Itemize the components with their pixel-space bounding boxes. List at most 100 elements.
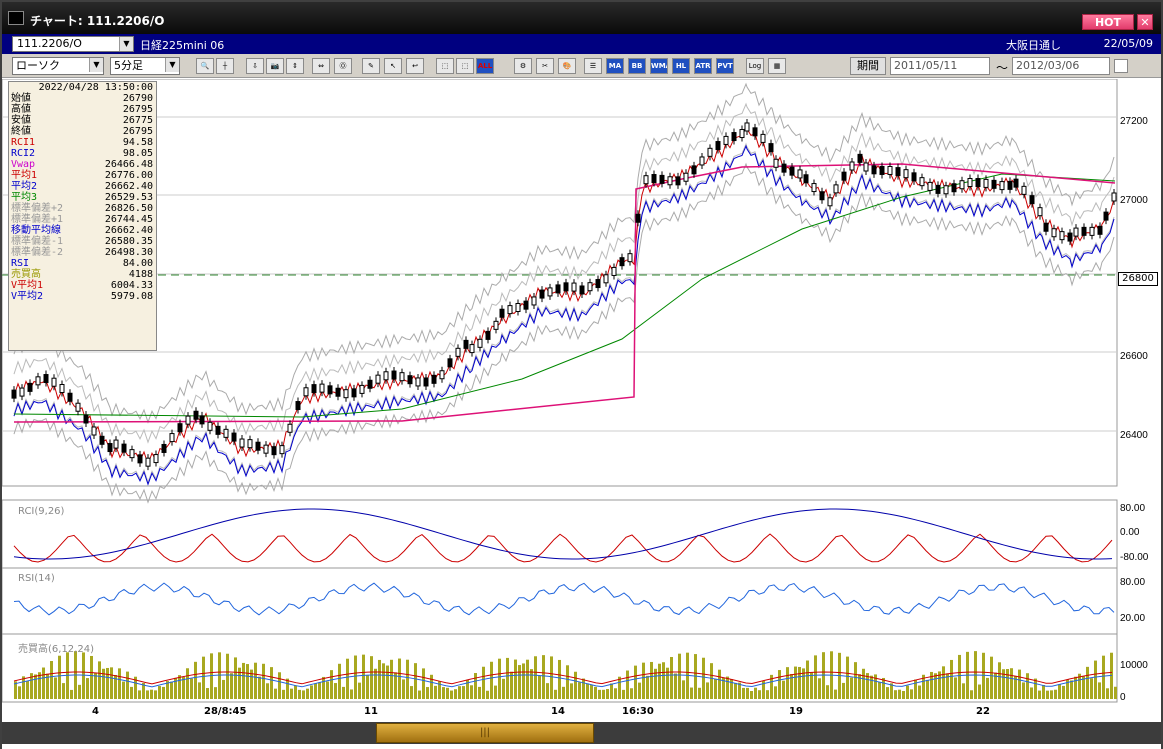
volume-bar <box>342 686 345 699</box>
range-checkbox[interactable] <box>1114 59 1128 73</box>
toolbar-button[interactable]: ⇩ <box>246 58 264 74</box>
volume-bar <box>390 659 393 699</box>
chevron-down-icon[interactable]: ▼ <box>119 37 133 51</box>
volume-tick: 0 <box>1120 692 1126 703</box>
volume-bar <box>930 671 933 699</box>
toolbar-button[interactable]: ⇕ <box>286 58 304 74</box>
date-to-value: 2012/03/06 <box>1016 59 1080 72</box>
candle-body <box>319 383 325 393</box>
candle-body <box>531 296 537 306</box>
toolbar-button[interactable]: PVT <box>716 58 734 74</box>
volume-bar <box>578 682 581 699</box>
toolbar-button[interactable]: ┼ <box>216 58 234 74</box>
toolbar-button[interactable]: BB <box>628 58 646 74</box>
chevron-down-icon[interactable]: ▼ <box>89 58 103 72</box>
period-button[interactable]: 期間 <box>850 57 886 75</box>
toolbar-button[interactable]: MA <box>606 58 624 74</box>
toolbar-button[interactable]: ⇔ <box>312 58 330 74</box>
toolbar-button[interactable]: ATR <box>694 58 712 74</box>
volume-bar <box>614 688 617 699</box>
toolbar-button[interactable]: 📷 <box>266 58 284 74</box>
volume-bar <box>846 656 849 699</box>
chart-area[interactable]: 2022/04/28 13:50:00 始値 26790 高値 26795 安値 2677… <box>2 79 1161 749</box>
toolbar-button[interactable]: WMA <box>650 58 668 74</box>
volume-bar <box>934 673 937 699</box>
volume-bar <box>214 687 217 699</box>
info-row: 標準偏差-2 26498.30 <box>9 247 156 258</box>
volume-bar <box>478 686 481 699</box>
volume-bar <box>150 689 153 699</box>
volume-bar <box>102 668 105 699</box>
date-to-field[interactable]: 2012/03/06 <box>1012 57 1110 75</box>
toolbar-button[interactable]: ↖ <box>384 58 402 74</box>
candle-body <box>359 384 365 394</box>
volume-bar <box>218 652 221 699</box>
volume-bar <box>518 665 521 699</box>
toolbar-button[interactable]: ✂ <box>536 58 554 74</box>
symbol-input[interactable]: 111.2206/O ▼ <box>12 36 134 52</box>
volume-bar <box>718 669 721 699</box>
candle-body <box>603 274 609 284</box>
chevron-down-icon[interactable]: ▼ <box>165 58 179 72</box>
candle-body <box>407 375 413 385</box>
volume-bar <box>682 680 685 699</box>
candle-body <box>1051 228 1057 238</box>
toolbar-button[interactable]: ✎ <box>362 58 380 74</box>
toolbar-button[interactable]: ALL <box>476 58 494 74</box>
volume-bar <box>86 678 89 699</box>
info-value: 26776.00 <box>104 170 153 181</box>
chart-canvas[interactable] <box>2 79 1161 749</box>
candle-body <box>231 432 237 442</box>
volume-bar <box>622 689 625 699</box>
volume-bar <box>1054 689 1057 699</box>
volume-bar <box>770 674 773 699</box>
toolbar-button[interactable]: ▦ <box>768 58 786 74</box>
toolbar-button[interactable]: ☰ <box>584 58 602 74</box>
volume-bar <box>270 667 273 699</box>
candle-body <box>295 401 301 411</box>
hot-button[interactable]: HOT <box>1082 14 1134 30</box>
volume-bar <box>498 658 501 699</box>
horizontal-scrollbar[interactable]: ||| <box>2 722 1161 744</box>
volume-bar <box>894 690 897 699</box>
toolbar-button[interactable]: ⬚ <box>456 58 474 74</box>
volume-bar <box>1070 680 1073 699</box>
info-row: RCI2 98.05 <box>9 148 156 159</box>
interval-select[interactable]: 5分足 ▼ <box>110 57 180 75</box>
candle-body <box>145 457 151 467</box>
toolbar-button[interactable]: ⬚ <box>436 58 454 74</box>
toolbar-button[interactable]: 🎨 <box>558 58 576 74</box>
scrollbar-thumb[interactable]: ||| <box>376 723 594 743</box>
volume-bar <box>30 673 33 699</box>
volume-bar <box>794 666 797 699</box>
volume-bar <box>642 662 645 699</box>
close-icon[interactable]: ✕ <box>1137 14 1153 30</box>
info-key: 安値 <box>11 115 31 126</box>
volume-bar <box>982 652 985 699</box>
candle-body <box>153 454 159 464</box>
info-value: 26580.35 <box>104 236 153 247</box>
toolbar-button[interactable]: ↩ <box>406 58 424 74</box>
volume-bar <box>1034 678 1037 699</box>
volume-bar <box>58 655 61 699</box>
toolbar-button[interactable]: Ⓞ <box>334 58 352 74</box>
toolbar-button[interactable]: 🔍 <box>196 58 214 74</box>
info-value: 26529.53 <box>104 192 153 203</box>
title-bar[interactable]: チャート: 111.2206/O HOT ✕ <box>2 2 1161 34</box>
volume-bar <box>238 667 241 699</box>
volume-bar <box>878 682 881 699</box>
info-key: RCI2 <box>11 148 36 159</box>
candle-body <box>279 445 285 455</box>
date-from-field[interactable]: 2011/05/11 <box>890 57 990 75</box>
volume-bar <box>98 661 101 699</box>
candle-body <box>207 421 213 431</box>
info-value: 26795 <box>122 126 153 137</box>
toolbar-button[interactable]: HL <box>672 58 690 74</box>
candle-body <box>303 387 309 397</box>
volume-bar <box>210 653 213 699</box>
chart-type-select[interactable]: ローソク ▼ <box>12 57 104 75</box>
toolbar-button[interactable]: ⚙ <box>514 58 532 74</box>
volume-bar <box>802 668 805 699</box>
x-axis-label: 22 <box>976 706 990 717</box>
toolbar-button[interactable]: Log <box>746 58 764 74</box>
